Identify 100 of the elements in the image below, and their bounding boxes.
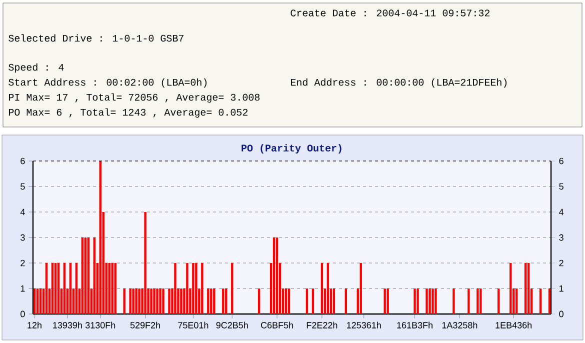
y-tick-label: 2 (20, 260, 25, 266)
bar (332, 288, 336, 314)
bar (45, 263, 48, 314)
text: Create Date : 2004-04-11 09:57:32 (290, 10, 490, 16)
x-tick-label: C6BF5h (260, 322, 293, 328)
y-tick-label: 4 (20, 208, 25, 216)
bar (276, 238, 278, 314)
bar (174, 263, 176, 314)
y2-tick-label: 0 (559, 310, 564, 318)
y-tick-label: 3 (20, 234, 25, 241)
bar (509, 263, 512, 314)
y2-tick-label: 1 (560, 285, 564, 292)
x-tick-label: 125361h (347, 322, 381, 328)
x-tick-label: 1EB436h (496, 322, 532, 328)
bar (480, 288, 482, 314)
bar (272, 238, 276, 314)
bar (114, 263, 116, 314)
bar (150, 288, 152, 314)
bar (75, 263, 78, 314)
bar (515, 288, 518, 314)
bar (384, 288, 386, 314)
bar (195, 263, 198, 314)
bar (468, 288, 470, 314)
bar (123, 288, 126, 314)
bar (51, 263, 54, 314)
x-tick-label: 75E01h (178, 322, 208, 328)
bar (386, 288, 389, 314)
chart-title: PO (Parity Outer) (242, 144, 342, 154)
bar (108, 263, 110, 314)
x-tick-label: 9C2B5h (216, 322, 248, 328)
bar (426, 288, 428, 314)
bar (222, 288, 224, 314)
bar (414, 288, 416, 314)
bar (168, 288, 170, 314)
text: PO Max= 6 , Total= 1243 , Average= 0.052 (8, 108, 248, 118)
bar (231, 263, 234, 314)
bar (306, 288, 308, 314)
bar (36, 288, 39, 314)
text: Start Address : 00:02:00 (LBA=0h) (8, 78, 207, 88)
bar (432, 288, 434, 314)
x-tick-label: 3130Fh (85, 322, 116, 328)
bar (129, 288, 132, 314)
bar (312, 288, 314, 314)
y2-tick-label: 3 (559, 234, 564, 241)
bar (87, 238, 90, 314)
text: Selected Drive : 1-0-1-0 GSB7 (8, 34, 184, 42)
bar (99, 161, 102, 314)
x-tick-label: 1A3258h (442, 322, 478, 328)
y-tick-label: 0 (20, 310, 25, 318)
bar (153, 288, 156, 314)
bar (111, 263, 114, 314)
bar (225, 288, 228, 314)
text: Speed : 4 (8, 63, 64, 73)
bar (192, 263, 194, 314)
bar (498, 288, 500, 314)
bar (180, 288, 182, 314)
bar (207, 288, 210, 314)
bar (360, 263, 362, 314)
bar (201, 263, 204, 314)
bar (452, 288, 455, 314)
y2-tick-label: 5 (559, 183, 564, 190)
text: End Address : 00:00:00 (LBA=21DFEEh) (290, 78, 507, 88)
x-tick-label: 12h (28, 322, 42, 328)
bar (84, 238, 86, 314)
bar (416, 288, 419, 314)
bar (81, 238, 84, 314)
x-tick-label: 161B3Fh (397, 322, 432, 328)
bar (320, 263, 324, 314)
bar (186, 263, 188, 314)
bar (210, 288, 212, 314)
y2-tick-label: 6 (559, 158, 564, 164)
bar (548, 288, 551, 314)
y2-tick-label: 4 (559, 208, 564, 216)
y-tick-label: 5 (20, 183, 25, 190)
bar (326, 263, 330, 314)
bar (159, 288, 162, 314)
bar (162, 288, 164, 314)
x-tick-label: F2E22h (306, 322, 338, 328)
y2-tick-label: 2 (559, 260, 564, 266)
bar (39, 288, 42, 314)
x-tick-label: 13939h (53, 322, 82, 328)
bar (144, 212, 146, 314)
bar (63, 263, 66, 314)
bar (539, 288, 542, 314)
bar (132, 288, 134, 314)
bar (135, 288, 138, 314)
bar (69, 263, 72, 314)
y-tick-label: 1 (20, 285, 25, 292)
bar (258, 288, 260, 314)
bar (344, 288, 347, 314)
bar (284, 288, 288, 314)
text: PI Max= 17 , Total= 72056 , Average= 3.008 (8, 93, 260, 103)
bar (93, 238, 96, 314)
bar (476, 288, 479, 314)
bar (524, 263, 527, 314)
bar (156, 288, 158, 314)
y-tick-label: 6 (20, 158, 25, 164)
bar (138, 288, 140, 314)
bar (54, 263, 57, 314)
bar (428, 288, 431, 314)
